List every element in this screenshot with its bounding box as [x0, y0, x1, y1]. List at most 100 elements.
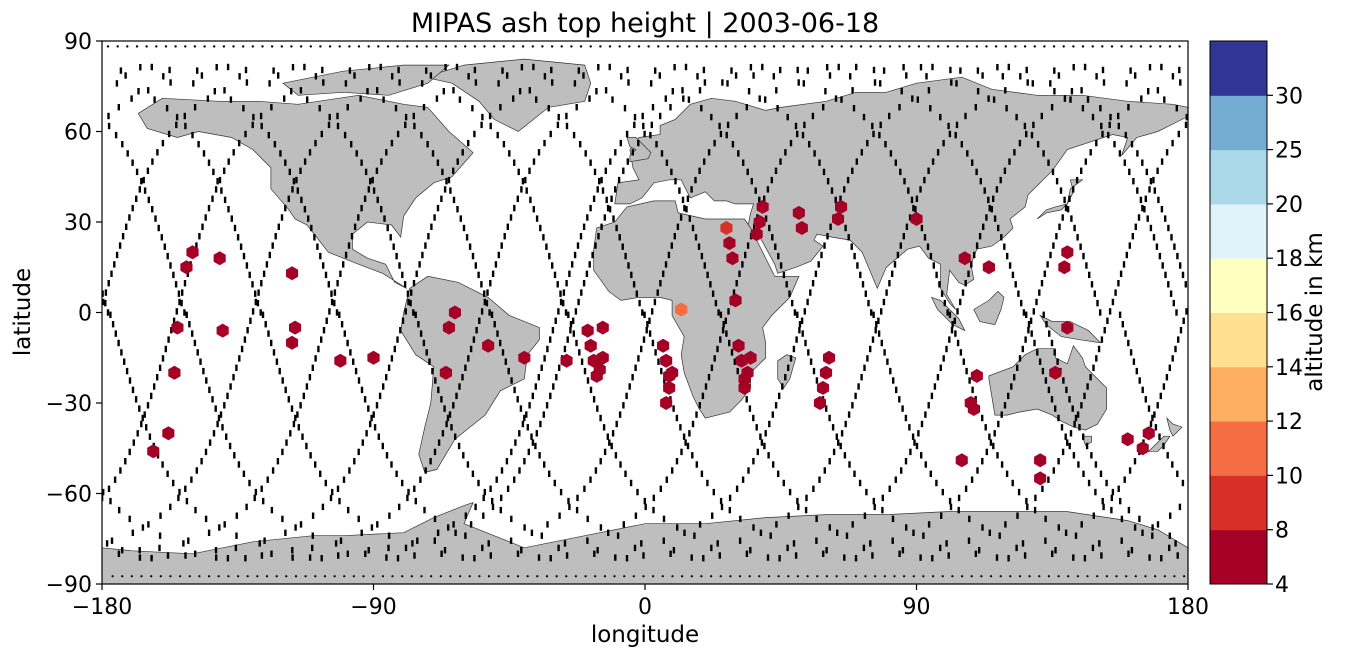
- ash-point: [756, 199, 769, 214]
- track-mark: [759, 433, 762, 440]
- track-mark: [299, 167, 302, 174]
- track-mark: [697, 243, 701, 250]
- track-mark: [645, 327, 648, 334]
- track-mark: [506, 223, 509, 230]
- track-mark: [575, 339, 578, 347]
- track-mark: [1069, 430, 1073, 437]
- track-mark: [396, 336, 399, 343]
- track-mark: [234, 544, 238, 552]
- track-mark: [357, 515, 360, 523]
- track-mark: [853, 470, 856, 477]
- y-tick-label: −90: [46, 573, 92, 598]
- track-mark: [982, 223, 985, 230]
- track-mark: [480, 281, 483, 288]
- track-mark: [1076, 575, 1079, 578]
- track-mark: [798, 327, 801, 334]
- track-mark: [664, 95, 667, 102]
- track-mark: [458, 96, 462, 103]
- track-mark: [324, 479, 327, 487]
- track-mark: [513, 204, 516, 212]
- track-mark: [711, 290, 715, 297]
- track-mark: [259, 309, 262, 316]
- track-mark: [497, 575, 500, 578]
- track-mark: [1128, 467, 1132, 474]
- track-mark: [175, 121, 178, 129]
- track-mark: [275, 358, 279, 365]
- ash-point: [596, 320, 609, 335]
- track-mark: [821, 45, 824, 48]
- track-mark: [289, 430, 292, 437]
- track-mark: [826, 178, 830, 185]
- ash-point: [982, 260, 995, 275]
- track-mark: [775, 87, 778, 94]
- ash-point: [970, 368, 983, 383]
- track-mark: [948, 336, 951, 343]
- track-mark: [1011, 271, 1015, 279]
- track-mark: [1033, 506, 1037, 514]
- track-mark: [376, 87, 379, 94]
- track-mark: [242, 105, 245, 112]
- track-mark: [911, 433, 915, 440]
- track-mark: [387, 364, 391, 371]
- track-mark: [919, 64, 923, 71]
- track-mark: [1080, 167, 1083, 174]
- track-mark: [323, 575, 326, 578]
- track-mark: [135, 168, 139, 176]
- track-mark: [251, 308, 255, 315]
- track-mark: [104, 289, 108, 296]
- ash-point: [596, 350, 609, 365]
- track-mark: [703, 79, 707, 86]
- ash-point: [720, 221, 733, 235]
- track-mark: [439, 575, 442, 578]
- track-mark: [391, 575, 394, 578]
- track-mark: [1015, 113, 1018, 121]
- track-mark: [290, 405, 294, 412]
- track-mark: [665, 476, 668, 483]
- track-mark: [299, 45, 303, 48]
- track-mark: [493, 321, 496, 328]
- track-mark: [776, 105, 779, 112]
- track-mark: [1156, 87, 1160, 94]
- track-mark: [200, 458, 203, 465]
- track-mark: [735, 485, 739, 492]
- track-mark: [974, 104, 977, 111]
- track-mark: [459, 575, 462, 578]
- track-mark: [968, 515, 971, 523]
- track-mark: [869, 540, 872, 547]
- track-mark: [368, 64, 371, 71]
- track-mark: [1038, 289, 1041, 296]
- track-mark: [114, 131, 118, 139]
- track-mark: [956, 339, 960, 347]
- track-mark: [336, 122, 340, 130]
- track-mark: [1031, 80, 1034, 87]
- track-mark: [489, 122, 492, 130]
- track-mark: [572, 330, 575, 337]
- track-mark: [1050, 104, 1054, 111]
- track-mark: [898, 104, 901, 111]
- track-mark: [452, 402, 455, 409]
- track-mark: [267, 131, 270, 139]
- track-mark: [516, 550, 520, 557]
- track-mark: [166, 252, 169, 260]
- track-mark: [175, 308, 178, 315]
- track-mark: [464, 532, 467, 539]
- track-mark: [464, 512, 467, 519]
- track-mark: [975, 242, 979, 249]
- track-mark: [169, 575, 172, 578]
- track-mark: [397, 66, 400, 74]
- track-mark: [1128, 168, 1131, 176]
- track-mark: [763, 195, 766, 202]
- track-mark: [478, 575, 481, 578]
- track-mark: [1023, 45, 1027, 48]
- track-mark: [636, 488, 639, 496]
- track-mark: [313, 234, 316, 241]
- track-mark: [406, 45, 409, 48]
- track-mark: [730, 349, 734, 356]
- track-mark: [157, 224, 160, 232]
- track-mark: [524, 176, 527, 184]
- track-mark: [748, 575, 751, 578]
- track-mark: [523, 524, 526, 531]
- track-mark: [491, 270, 495, 277]
- track-mark: [395, 252, 398, 260]
- track-mark: [642, 122, 645, 130]
